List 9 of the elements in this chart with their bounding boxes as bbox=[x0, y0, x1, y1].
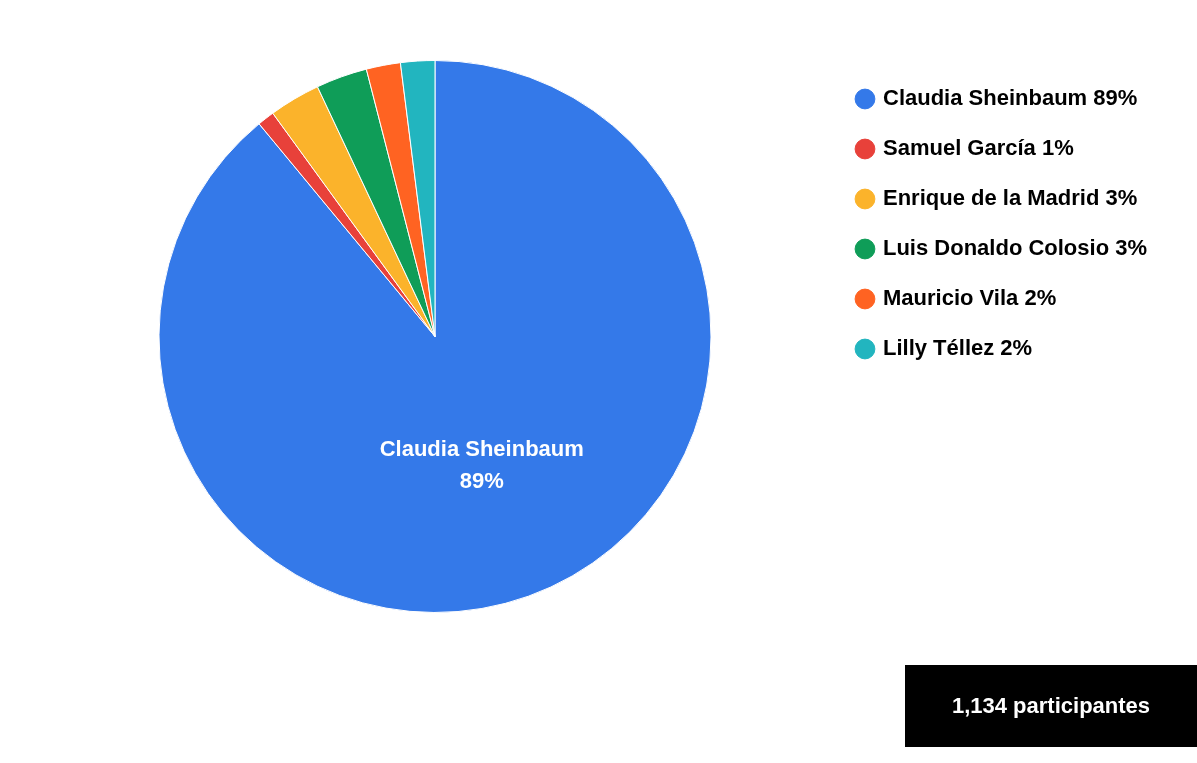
category-label: Claudia Sheinbaum 89% bbox=[882, 85, 1138, 111]
slice-label: Claudia Sheinbaum bbox=[379, 436, 584, 462]
legend-label: Luis Donaldo Colosio 3% bbox=[882, 235, 1147, 261]
data-label: 89% bbox=[459, 468, 504, 494]
text: 1,134 participantes bbox=[905, 665, 1197, 747]
legend-label: Enrique de la Madrid 3% bbox=[882, 185, 1138, 211]
legend-label: Lilly Téllez 2% bbox=[882, 335, 1033, 361]
legend-label: Samuel García 1% bbox=[882, 135, 1074, 161]
legend-label: Mauricio Vila 2% bbox=[882, 285, 1057, 311]
